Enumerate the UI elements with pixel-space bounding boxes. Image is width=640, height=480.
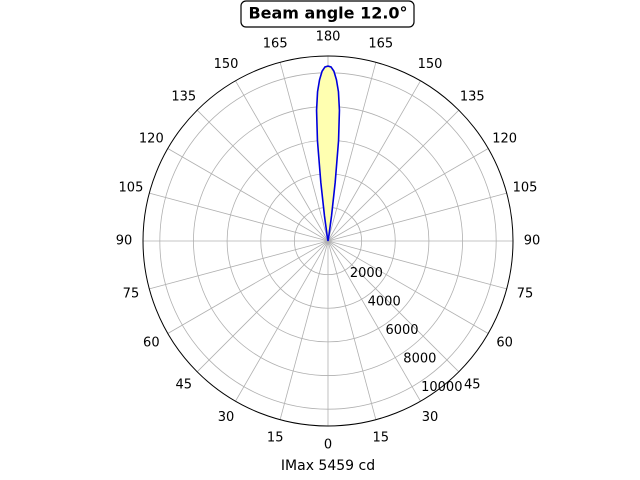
grid-line xyxy=(327,80,421,242)
x-axis-label: IMax 5459 cd xyxy=(281,458,375,474)
theta-tick-label: 90 xyxy=(524,234,541,249)
grid-line xyxy=(327,62,377,242)
chart-title: Beam angle 12.0° xyxy=(248,4,407,23)
theta-tick-label: 165 xyxy=(368,36,393,51)
r-tick-label: 8000 xyxy=(403,352,436,367)
grid-line xyxy=(327,192,507,242)
theta-tick-label: 180 xyxy=(316,30,341,45)
theta-tick-label: 30 xyxy=(422,410,439,425)
theta-tick-label: 45 xyxy=(175,378,192,393)
theta-tick-label: 30 xyxy=(218,410,235,425)
grid-line xyxy=(235,80,329,242)
grid-line xyxy=(279,62,329,242)
grid-line xyxy=(167,240,329,334)
beam-line xyxy=(315,65,341,242)
title-box xyxy=(240,0,415,28)
r-tick-label: 4000 xyxy=(368,295,401,310)
grid-line xyxy=(235,240,329,402)
theta-tick-label: 120 xyxy=(139,132,164,147)
theta-tick-label: 105 xyxy=(513,181,538,196)
r-tick-label: 10000 xyxy=(421,380,462,395)
grid-line xyxy=(327,240,460,373)
grid-line xyxy=(196,240,329,373)
theta-tick-label: 15 xyxy=(373,431,390,446)
theta-tick-label: 60 xyxy=(496,336,513,351)
grid-line xyxy=(327,240,377,420)
theta-tick-label: 105 xyxy=(119,181,144,196)
grid-line xyxy=(327,240,489,334)
theta-tick-label: 135 xyxy=(171,89,196,104)
theta-tick-label: 75 xyxy=(517,286,534,301)
grid-line xyxy=(327,148,489,242)
theta-tick-label: 75 xyxy=(123,286,140,301)
grid-line xyxy=(149,192,329,242)
grid-line xyxy=(327,240,507,290)
r-tick-label: 6000 xyxy=(385,323,418,338)
grid-line xyxy=(149,240,329,290)
grid-line xyxy=(196,109,329,242)
theta-tick-label: 165 xyxy=(263,36,288,51)
beam-area xyxy=(316,66,340,241)
theta-tick-label: 135 xyxy=(460,89,485,104)
grid-line xyxy=(167,148,329,242)
grid-line xyxy=(279,240,329,420)
grid-line xyxy=(327,109,460,242)
theta-tick-label: 150 xyxy=(418,57,443,72)
theta-tick-label: 15 xyxy=(267,431,284,446)
r-tick-label: 2000 xyxy=(350,266,383,281)
grid-line xyxy=(327,240,421,402)
theta-tick-label: 150 xyxy=(214,57,239,72)
theta-tick-label: 60 xyxy=(143,336,160,351)
theta-tick-label: 120 xyxy=(492,132,517,147)
outer-frame xyxy=(142,55,514,427)
theta-tick-label: 45 xyxy=(464,378,481,393)
theta-tick-label: 0 xyxy=(324,438,332,453)
theta-tick-label: 90 xyxy=(116,234,133,249)
